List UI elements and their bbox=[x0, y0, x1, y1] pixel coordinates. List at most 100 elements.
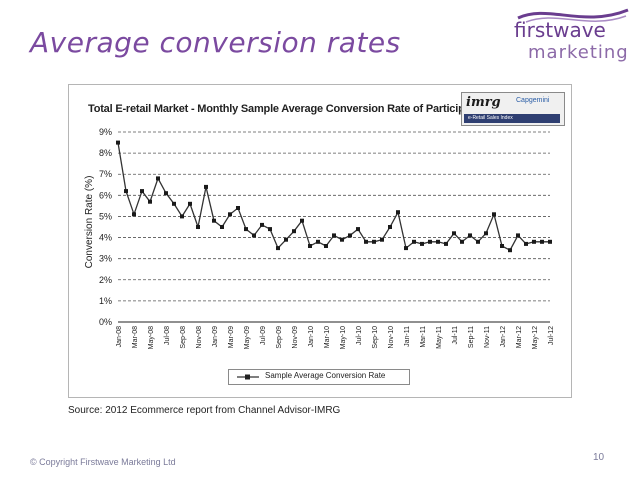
data-point bbox=[188, 201, 192, 206]
data-point bbox=[516, 233, 520, 238]
data-point bbox=[324, 244, 328, 248]
x-tick-label: Sep-09 bbox=[276, 326, 283, 349]
data-point bbox=[148, 199, 152, 204]
data-point bbox=[260, 222, 264, 227]
page-number: 10 bbox=[593, 452, 605, 463]
copyright-footer: © Copyright Firstwave Marketing Ltd bbox=[30, 457, 176, 467]
data-point bbox=[532, 239, 536, 244]
data-point bbox=[204, 184, 208, 189]
data-point bbox=[540, 239, 544, 244]
x-tick-label: Jan-11 bbox=[404, 326, 411, 347]
data-point bbox=[132, 212, 136, 217]
data-point bbox=[156, 176, 160, 181]
data-point bbox=[308, 244, 312, 248]
data-point bbox=[220, 225, 224, 229]
x-tick-label: Jul-08 bbox=[164, 326, 171, 345]
logo-wordmark-marketing: marketing bbox=[528, 42, 629, 63]
x-tick-label: Mar-11 bbox=[420, 326, 427, 348]
x-tick-label: May-08 bbox=[148, 326, 155, 349]
slide-title: Average conversion rates bbox=[30, 26, 401, 59]
data-point bbox=[420, 241, 424, 246]
data-point bbox=[284, 237, 288, 242]
data-point bbox=[268, 227, 272, 232]
x-tick-label: May-10 bbox=[340, 326, 347, 349]
capgemini-logo: Capgemini bbox=[516, 97, 550, 104]
x-tick-label: May-11 bbox=[436, 326, 443, 349]
x-tick-label: Nov-09 bbox=[292, 326, 299, 349]
data-point bbox=[300, 218, 304, 223]
data-point bbox=[236, 206, 240, 210]
chart-title: Total E-retail Market - Monthly Sample A… bbox=[88, 103, 487, 115]
data-point bbox=[548, 239, 552, 244]
data-point bbox=[412, 239, 416, 244]
data-point bbox=[364, 239, 368, 244]
x-tick-label: Jul-11 bbox=[452, 326, 459, 345]
data-point bbox=[484, 231, 488, 236]
x-tick-label: Mar-08 bbox=[132, 326, 139, 348]
chart-legend: Sample Average Conversion Rate bbox=[228, 369, 410, 385]
x-tick-label: Nov-08 bbox=[196, 326, 203, 349]
x-tick-label: Mar-10 bbox=[324, 326, 331, 348]
firstwave-logo-swoosh-icon bbox=[517, 8, 629, 23]
x-tick-label: Sep-10 bbox=[372, 326, 379, 349]
data-point bbox=[356, 227, 360, 232]
y-tick-label: 7% bbox=[99, 169, 112, 179]
legend-entry-sample-average: Sample Average Conversion Rate bbox=[265, 371, 386, 380]
x-tick-label: Nov-10 bbox=[388, 326, 395, 349]
x-tick-label: Mar-12 bbox=[516, 326, 523, 348]
data-point bbox=[244, 227, 248, 232]
data-point bbox=[436, 239, 440, 244]
data-point bbox=[372, 239, 376, 244]
logo-wordmark-firstwave: firstwave bbox=[514, 18, 606, 42]
imrg-logo: imrg bbox=[466, 95, 501, 110]
y-tick-label: 8% bbox=[99, 148, 112, 158]
data-point bbox=[164, 191, 168, 196]
data-point bbox=[428, 239, 432, 244]
data-point bbox=[396, 210, 400, 215]
x-tick-label: Jan-10 bbox=[308, 326, 315, 348]
x-tick-label: Jan-12 bbox=[500, 326, 507, 348]
data-point bbox=[348, 233, 352, 238]
data-point bbox=[316, 239, 320, 244]
data-point bbox=[292, 229, 296, 234]
data-point bbox=[180, 214, 184, 219]
x-tick-label: May-09 bbox=[244, 326, 251, 349]
y-tick-label: 4% bbox=[99, 233, 112, 243]
x-tick-label: Jan-08 bbox=[116, 326, 123, 348]
x-tick-label: Sep-11 bbox=[468, 326, 475, 348]
x-tick-label: May-12 bbox=[532, 326, 539, 349]
data-point bbox=[340, 237, 344, 242]
y-tick-label: 9% bbox=[99, 127, 112, 137]
x-tick-label: Jul-10 bbox=[356, 326, 363, 345]
data-point bbox=[468, 233, 472, 238]
data-point bbox=[140, 189, 144, 194]
legend-marker-icon bbox=[245, 374, 250, 380]
y-tick-label: 2% bbox=[99, 275, 112, 285]
data-point bbox=[404, 246, 408, 251]
x-tick-label: Mar-09 bbox=[228, 326, 235, 348]
data-point bbox=[276, 246, 280, 251]
data-point bbox=[212, 218, 216, 223]
data-point bbox=[476, 239, 480, 244]
data-point bbox=[492, 212, 496, 217]
data-point bbox=[460, 239, 464, 244]
data-point bbox=[252, 233, 256, 238]
conversion-rate-line-chart: 0% 1% 2% 3% 4% 5% 6% 7% 8% 9% Jan-08 Mar-08 May-08 J… bbox=[84, 127, 555, 349]
y-tick-label: 3% bbox=[99, 254, 112, 264]
data-point bbox=[380, 237, 384, 242]
data-point bbox=[124, 189, 128, 194]
x-tick-label: Nov-11 bbox=[484, 326, 491, 348]
data-point bbox=[452, 231, 456, 236]
data-point bbox=[444, 241, 448, 246]
y-tick-label: 0% bbox=[99, 317, 112, 327]
x-tick-label: Jul-09 bbox=[260, 326, 267, 345]
y-tick-label: 6% bbox=[99, 190, 112, 200]
y-axis-label: Conversion Rate (%) bbox=[84, 176, 95, 269]
data-point bbox=[172, 201, 176, 206]
y-tick-label: 1% bbox=[99, 296, 112, 306]
x-tick-label: Jan-09 bbox=[212, 326, 219, 348]
x-tick-label: Sep-08 bbox=[180, 326, 187, 349]
data-point bbox=[524, 241, 528, 246]
data-point bbox=[332, 233, 336, 238]
source-note: Source: 2012 Ecommerce report from Chann… bbox=[68, 405, 341, 416]
